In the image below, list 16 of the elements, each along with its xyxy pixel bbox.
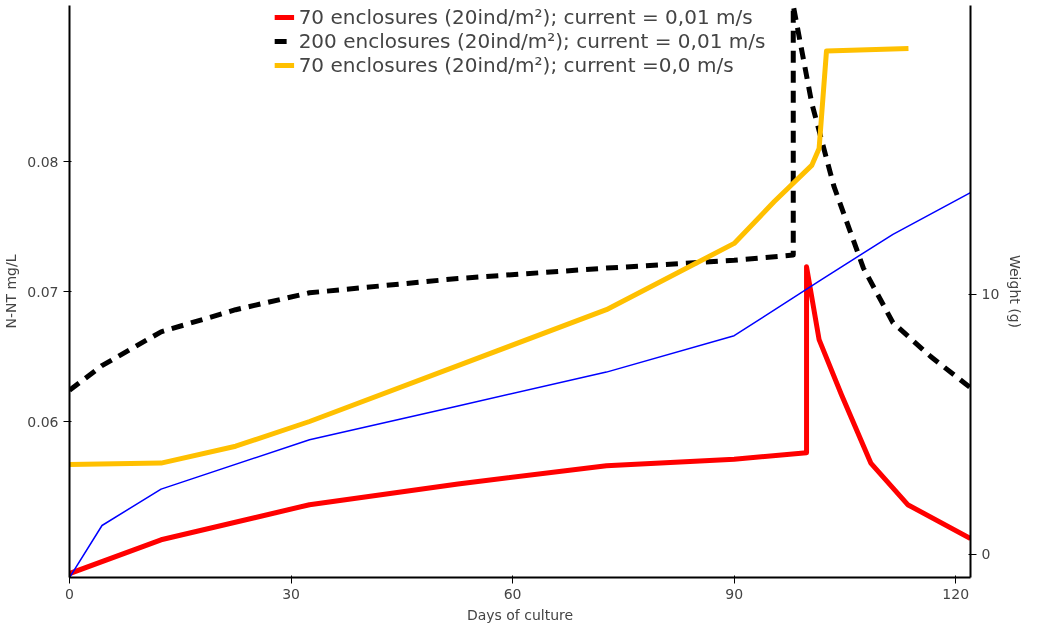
- y-tick-label: 0.06: [27, 413, 59, 430]
- x-axis-title: Days of culture: [466, 606, 574, 623]
- y2-tick-label: 10: [981, 286, 1000, 303]
- legend-label: 70 enclosures (20ind/m²); current =0,0 m/s: [298, 53, 734, 77]
- y2-tick-label: 0: [981, 546, 991, 563]
- y-tick-label: 0.08: [27, 153, 59, 170]
- x-tick-label: 120: [942, 585, 970, 602]
- legend-label: 70 enclosures (20ind/m²); current = 0,01 m/s: [298, 5, 753, 29]
- x-tick-label: 0: [65, 585, 74, 602]
- x-tick-label: 30: [282, 585, 300, 602]
- x-tick-label: 90: [725, 585, 744, 602]
- y2-axis-title: Weight (g): [1007, 254, 1024, 329]
- x-tick-label: 60: [503, 585, 522, 602]
- legend-label: 200 enclosures (20ind/m²); current = 0,01 m/s: [298, 29, 766, 53]
- y-tick-label: 0.07: [27, 283, 59, 300]
- y-axis-title: N-NT mg/L: [3, 254, 20, 329]
